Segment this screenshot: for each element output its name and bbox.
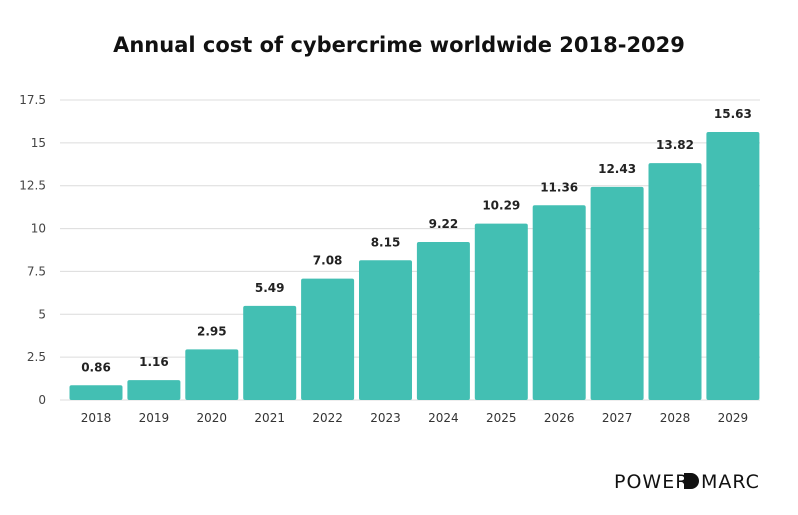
x-tick-label: 2026: [544, 411, 575, 425]
bar-2022: [301, 278, 355, 400]
brand-text-right: MARC: [701, 471, 760, 493]
data-label: 8.15: [371, 235, 401, 249]
data-label: 15.63: [714, 107, 752, 121]
bar-2019: [127, 380, 181, 400]
bar-2026: [532, 205, 586, 400]
x-tick-label: 2023: [370, 411, 401, 425]
d-logo-icon: [684, 473, 699, 489]
y-tick-label: 2.5: [27, 350, 46, 364]
data-label: 1.16: [139, 355, 169, 369]
data-label: 11.36: [540, 180, 578, 194]
y-axis-ticks: 0 2.5 5 7.5 10 12.5 15 17.5: [19, 93, 46, 407]
x-axis-ticks: 2018 2019 2020 2021 2022 2023 2024 2025 2026 2027…: [81, 411, 748, 425]
chart-title: Annual cost of cybercrime worldwide 2018…: [113, 33, 685, 57]
x-tick-label: 2019: [139, 411, 170, 425]
bar-2018: [69, 385, 123, 400]
x-tick-label: 2018: [81, 411, 112, 425]
data-label: 2.95: [197, 324, 227, 338]
x-tick-label: 2025: [486, 411, 517, 425]
data-label: 13.82: [656, 138, 694, 152]
x-tick-label: 2022: [312, 411, 343, 425]
bar-2025: [474, 223, 528, 400]
x-tick-label: 2029: [718, 411, 749, 425]
data-label: 10.29: [482, 199, 520, 213]
y-tick-label: 7.5: [27, 264, 46, 278]
x-tick-label: 2027: [602, 411, 633, 425]
powerdmarc-logo: POWER MARC: [614, 471, 760, 493]
bar-2023: [359, 260, 412, 400]
y-tick-label: 5: [38, 307, 46, 321]
data-label: 0.86: [81, 360, 111, 374]
y-tick-label: 17.5: [19, 93, 46, 107]
x-tick-label: 2021: [254, 411, 285, 425]
bars: [69, 132, 760, 401]
y-tick-label: 0: [38, 393, 46, 407]
data-labels: 0.86 1.16 2.95 5.49 7.08 8.15 9.22 10.29 11.36 12…: [81, 107, 752, 374]
data-label: 12.43: [598, 162, 636, 176]
bar-2029: [706, 132, 760, 401]
bar-2028: [648, 163, 702, 400]
x-tick-label: 2028: [660, 411, 691, 425]
x-tick-label: 2020: [197, 411, 228, 425]
bar-2024: [416, 241, 470, 400]
data-label: 5.49: [255, 281, 285, 295]
data-label: 9.22: [429, 217, 459, 231]
x-tick-label: 2024: [428, 411, 459, 425]
brand-text-left: POWER: [614, 471, 689, 493]
y-tick-label: 10: [31, 222, 46, 236]
y-tick-label: 15: [31, 136, 46, 150]
bar-2021: [243, 305, 297, 400]
y-tick-label: 12.5: [19, 179, 46, 193]
data-label: 7.08: [313, 254, 343, 268]
bar-2020: [185, 349, 239, 400]
bar-2027: [590, 186, 644, 400]
